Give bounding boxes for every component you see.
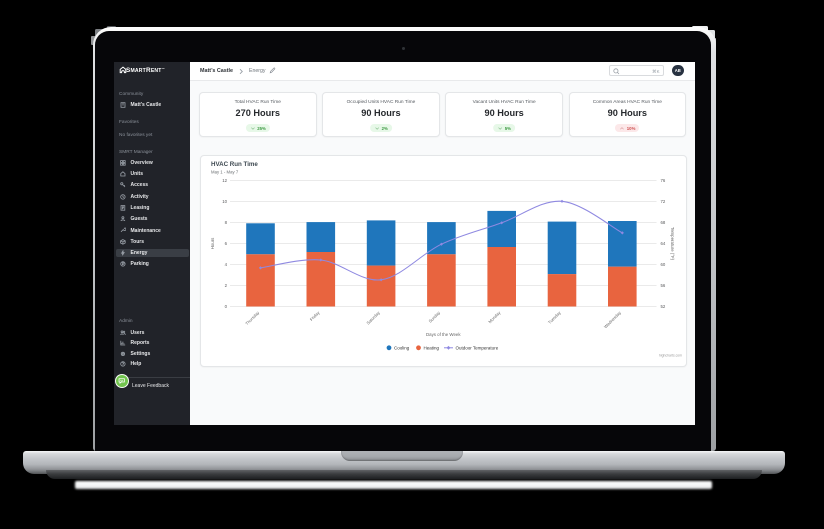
svg-text:Sunday: Sunday <box>428 309 442 323</box>
svg-text:Thursday: Thursday <box>244 309 261 326</box>
svg-text:0: 0 <box>225 304 228 309</box>
svg-text:Outdoor Temperature: Outdoor Temperature <box>456 345 499 350</box>
svg-text:64: 64 <box>661 241 666 246</box>
svg-text:52: 52 <box>661 304 666 309</box>
svg-text:Heating: Heating <box>424 345 440 350</box>
svg-text:72: 72 <box>661 199 666 204</box>
svg-text:Wednesday: Wednesday <box>603 309 623 329</box>
svg-text:highcharts.com: highcharts.com <box>659 353 682 357</box>
svg-text:12: 12 <box>222 178 227 183</box>
svg-text:2: 2 <box>225 283 228 288</box>
svg-text:Days of the Week: Days of the Week <box>426 332 461 337</box>
svg-text:Saturday: Saturday <box>365 309 381 325</box>
svg-text:8: 8 <box>225 220 228 225</box>
svg-text:56: 56 <box>661 283 666 288</box>
svg-text:6: 6 <box>225 241 228 246</box>
svg-text:Cooling: Cooling <box>394 345 410 350</box>
svg-text:10: 10 <box>222 199 227 204</box>
svg-text:Friday: Friday <box>309 309 321 321</box>
svg-text:Tuesday: Tuesday <box>547 309 562 324</box>
svg-text:Monday: Monday <box>487 309 502 324</box>
svg-text:HVAC Run Time: HVAC Run Time <box>211 161 258 168</box>
svg-text:68: 68 <box>661 220 666 225</box>
svg-text:76: 76 <box>661 178 666 183</box>
svg-text:Hours: Hours <box>210 236 215 249</box>
svg-text:May 1 - May 7: May 1 - May 7 <box>211 169 239 174</box>
svg-text:60: 60 <box>661 262 666 267</box>
svg-text:Temperature (°F): Temperature (°F) <box>670 226 675 260</box>
svg-text:4: 4 <box>225 262 228 267</box>
